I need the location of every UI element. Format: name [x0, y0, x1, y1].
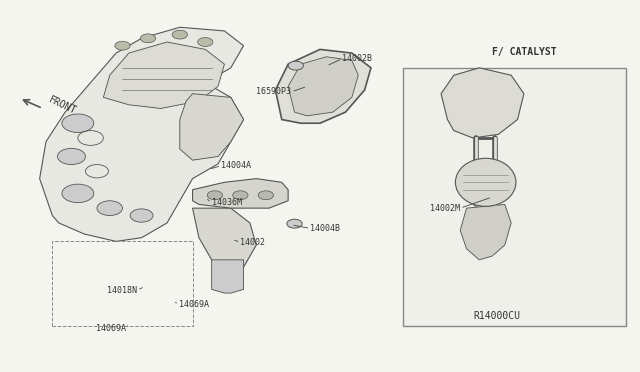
- Text: 14069A: 14069A: [179, 300, 209, 310]
- Text: R14000CU: R14000CU: [473, 311, 520, 321]
- FancyBboxPatch shape: [403, 68, 626, 326]
- Polygon shape: [288, 57, 358, 116]
- Polygon shape: [460, 205, 511, 260]
- Text: FRONT: FRONT: [47, 94, 78, 116]
- Circle shape: [62, 184, 94, 203]
- Polygon shape: [193, 179, 288, 208]
- Circle shape: [172, 30, 188, 39]
- Text: 14036M: 14036M: [212, 198, 242, 207]
- Polygon shape: [193, 208, 256, 275]
- Ellipse shape: [456, 158, 516, 206]
- Circle shape: [198, 38, 213, 46]
- Circle shape: [233, 191, 248, 200]
- Circle shape: [58, 148, 86, 164]
- Circle shape: [207, 191, 223, 200]
- Polygon shape: [40, 27, 244, 241]
- Circle shape: [62, 114, 94, 132]
- Text: 16590P3: 16590P3: [257, 87, 291, 96]
- Text: 14069A: 14069A: [95, 324, 125, 333]
- Polygon shape: [212, 260, 244, 293]
- Circle shape: [130, 209, 153, 222]
- Text: F/ CATALYST: F/ CATALYST: [492, 47, 557, 57]
- Polygon shape: [441, 68, 524, 138]
- Polygon shape: [275, 49, 371, 123]
- Circle shape: [115, 41, 130, 50]
- Text: 14002: 14002: [241, 238, 266, 247]
- Circle shape: [140, 34, 156, 43]
- Circle shape: [288, 61, 303, 70]
- Circle shape: [287, 219, 302, 228]
- Text: 14004B: 14004B: [310, 224, 340, 233]
- Polygon shape: [103, 42, 225, 109]
- Circle shape: [97, 201, 122, 215]
- Text: 14002M: 14002M: [430, 203, 460, 213]
- Text: 14018N: 14018N: [107, 286, 137, 295]
- Circle shape: [258, 191, 273, 200]
- Text: 14004A: 14004A: [221, 161, 252, 170]
- Text: 14002B: 14002B: [342, 54, 372, 63]
- Polygon shape: [180, 94, 244, 160]
